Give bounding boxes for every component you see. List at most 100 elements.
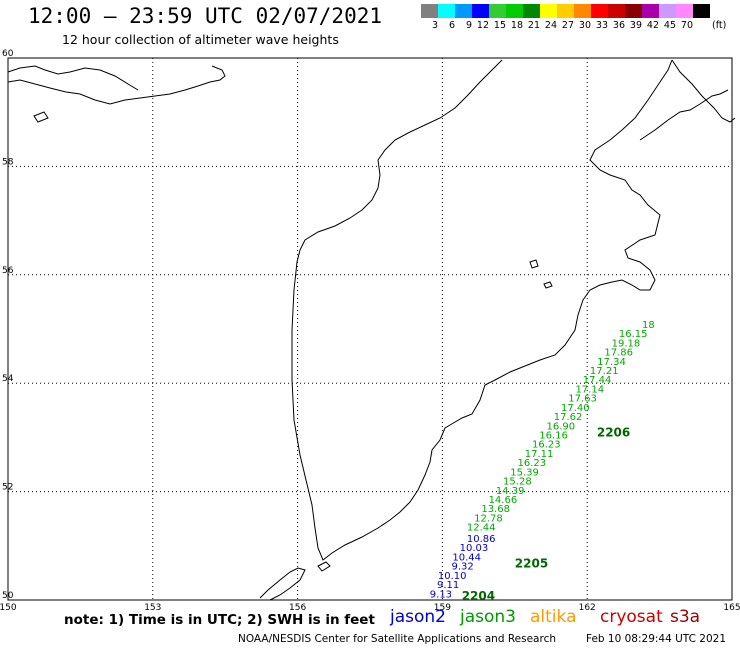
scale-bin: 3 [421, 4, 438, 31]
scale-label: 9 [465, 20, 472, 31]
wave-height-reading: 18 [642, 320, 655, 331]
wave-height-reading: 17.63 [568, 394, 597, 405]
lon-tick-label: 150 [0, 603, 17, 613]
wave-height-reading: 17.62 [554, 412, 583, 423]
scale-bin [693, 4, 710, 18]
scale-label: 3 [431, 20, 438, 31]
scale-label: 39 [629, 20, 642, 31]
timestamp: Feb 10 08:29:44 UTC 2021 [586, 633, 726, 645]
wave-height-reading: 15.28 [503, 477, 532, 488]
kuril-islands [259, 567, 306, 601]
pass-number-label: 2206 [597, 425, 630, 439]
wave-height-reading: 14.39 [496, 486, 525, 497]
wave-height-reading: 17.21 [590, 366, 619, 377]
legend-altika: altika [530, 607, 577, 627]
scale-unit: (ft) [712, 20, 727, 31]
scale-swatch [506, 4, 523, 18]
scale-bin: 42 [642, 4, 659, 31]
scale-bin: 15 [489, 4, 506, 31]
coastline [7, 59, 736, 601]
footnote: note: 1) Time is in UTC; 2) SWH is in fe… [64, 612, 375, 628]
lat-lon-grid: 150 153 156 159 162 165 60 58 56 54 52 50 [0, 49, 740, 613]
scale-label: 30 [578, 20, 591, 31]
scale-label: 45 [663, 20, 676, 31]
scale-bin: 39 [625, 4, 642, 31]
scale-bin: 9 [455, 4, 472, 31]
scale-bin: 27 [557, 4, 574, 31]
scale-bin: 30 [574, 4, 591, 31]
legend-cryosat: cryosat [600, 607, 663, 627]
map-subtitle: 12 hour collection of altimeter wave hei… [62, 32, 339, 47]
scale-bin: 33 [591, 4, 608, 31]
scale-swatch [472, 4, 489, 18]
pass-number-label: 2205 [515, 556, 548, 570]
wave-height-reading: 10.03 [460, 543, 489, 554]
scale-label: 6 [448, 20, 455, 31]
wave-height-reading: 17.86 [604, 348, 633, 359]
scale-bin: 6 [438, 4, 455, 31]
wave-height-reading: 17.11 [525, 449, 554, 460]
wave-height-reading: 17.14 [575, 384, 604, 395]
scale-bin: 12 [472, 4, 489, 31]
scale-swatch [591, 4, 608, 18]
scale-swatch [608, 4, 625, 18]
legend-jason3: jason3 [460, 607, 516, 627]
northern-inlet [7, 65, 139, 91]
kuril-islet [317, 561, 331, 572]
wave-height-reading: 17.44 [583, 375, 612, 386]
islet-c [33, 111, 49, 123]
scale-swatch [676, 4, 693, 18]
wave-height-reading: 9.13 [430, 589, 452, 600]
lat-tick-label: 54 [2, 374, 14, 384]
scale-swatch [625, 4, 642, 18]
credit-text: NOAA/NESDIS Center for Satellite Applica… [238, 633, 556, 645]
lat-tick-label: 50 [2, 591, 14, 601]
lon-tick-label: 153 [144, 603, 161, 613]
track-jason3: 12.4412.7813.6814.6614.3915.2815.3916.23… [467, 412, 583, 570]
scale-bin: 18 [506, 4, 523, 31]
wave-height-reading: 13.68 [481, 504, 510, 515]
scale-swatch [489, 4, 506, 18]
scale-swatch [540, 4, 557, 18]
scale-swatch [421, 4, 438, 18]
northeast-gulf [639, 89, 729, 141]
scale-swatch [438, 4, 455, 18]
scale-bin: 24 [540, 4, 557, 31]
scale-swatch [455, 4, 472, 18]
legend-s3a: s3a [670, 607, 701, 627]
wave-height-reading: 9.11 [437, 580, 459, 591]
scale-label: 15 [493, 20, 506, 31]
wave-height-reading: 10.86 [467, 534, 496, 545]
map-title: 12:00 – 23:59 UTC 02/07/2021 [28, 4, 383, 28]
north-coastline [299, 59, 503, 251]
wave-height-color-scale: 3 6 9 12 15 18 21 24 27 30 33 36 39 42 45 70 [421, 4, 710, 31]
islet-b [543, 281, 553, 289]
scale-label: 70 [680, 20, 693, 31]
pass-number-label: 2204 [462, 589, 495, 603]
scale-label: 21 [527, 20, 540, 31]
northern-bay-coast [7, 65, 226, 105]
lon-tick-label: 162 [579, 603, 596, 613]
scale-label: 18 [510, 20, 523, 31]
map-frame [7, 57, 733, 601]
wave-height-reading: 15.39 [510, 467, 539, 478]
kamchatka-coastline [291, 59, 673, 561]
credit-line: NOAA/NESDIS Center for Satellite Applica… [238, 633, 726, 645]
wave-height-reading: 14.66 [489, 495, 518, 506]
wave-height-reading: 9.32 [452, 562, 474, 573]
scale-swatch [557, 4, 574, 18]
wave-height-reading: 16.23 [518, 458, 547, 469]
wave-height-reading: 16.23 [532, 440, 561, 451]
northeast-shore [671, 59, 736, 123]
scale-bin: 21 [523, 4, 540, 31]
islet-a [529, 259, 539, 269]
scale-label: 42 [646, 20, 659, 31]
scale-bin: 70 [676, 4, 693, 31]
wave-height-reading: 10.44 [452, 552, 481, 563]
scale-swatch [523, 4, 540, 18]
scale-bin: 45 [659, 4, 676, 31]
lat-tick-label: 60 [2, 49, 14, 59]
